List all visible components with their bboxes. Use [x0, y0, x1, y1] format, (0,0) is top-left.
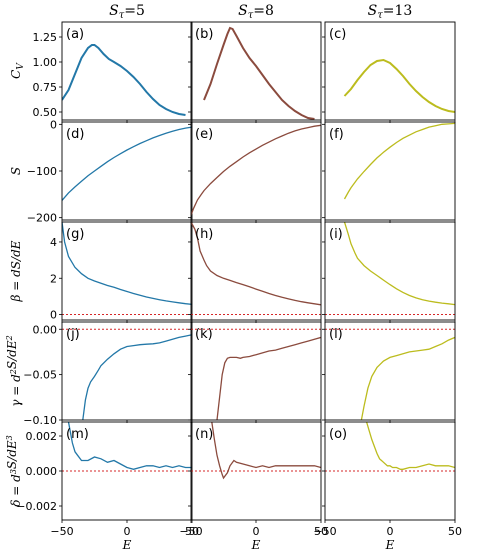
- y-tick-label: 0.00: [33, 323, 58, 336]
- panel-label: (e): [195, 127, 213, 142]
- series-line: [216, 336, 321, 420]
- series-line: [365, 422, 455, 470]
- panel-label: (b): [195, 27, 213, 42]
- y-tick-label: 0.000: [26, 465, 58, 478]
- panel-label: (g): [66, 227, 84, 242]
- panel-label: (h): [195, 227, 213, 242]
- x-tick-label: 0: [253, 525, 260, 538]
- series-line: [343, 122, 455, 200]
- y-tick-label: −100: [27, 165, 57, 178]
- column-title: Sτ=5: [109, 3, 145, 21]
- series-line: [211, 422, 321, 480]
- series-line: [343, 222, 455, 306]
- y-tick-label: 2: [50, 272, 57, 285]
- series-line: [62, 222, 192, 306]
- y-tick-label: 4: [50, 236, 57, 249]
- y-tick-label: 0: [50, 309, 57, 322]
- x-tick-label: −50: [50, 525, 73, 538]
- x-tick-label: −50: [313, 525, 336, 538]
- y-axis-label: β = dS/dE: [9, 240, 23, 302]
- column-title: Sτ=8: [238, 3, 274, 21]
- y-tick-label: 0.75: [33, 81, 58, 94]
- series-line: [67, 422, 192, 470]
- series-line: [82, 334, 192, 420]
- x-tick-label: 0: [124, 525, 131, 538]
- y-axis-label: γ = d2S/dE2: [5, 335, 23, 406]
- panel-label: (o): [329, 427, 347, 442]
- y-axis-label: δ = d3S/dE3: [5, 435, 23, 507]
- y-tick-label: −0.05: [23, 369, 57, 382]
- panel-label: (m): [66, 427, 89, 442]
- panel-frame: [324, 221, 456, 321]
- panel-label: (i): [329, 227, 343, 242]
- panel-label: (c): [329, 27, 346, 42]
- x-tick-label: −50: [179, 525, 202, 538]
- y-tick-label: 0: [50, 118, 57, 131]
- column-title: Sτ=13: [368, 3, 413, 21]
- y-axis-label: S: [9, 167, 23, 175]
- series-line: [360, 336, 455, 420]
- panel-label: (a): [66, 27, 84, 42]
- series-line: [62, 44, 186, 116]
- x-tick-label: 50: [185, 525, 199, 538]
- y-axis-label: CV: [9, 62, 26, 79]
- x-axis-label: E: [251, 538, 261, 550]
- series-line: [343, 58, 455, 113]
- y-tick-label: −0.10: [23, 414, 57, 427]
- x-tick-label: 0: [387, 525, 394, 538]
- panel-label: (l): [329, 327, 343, 342]
- panel-label: (d): [66, 127, 84, 142]
- y-tick-label: 0.50: [33, 106, 58, 119]
- panel-label: (f): [329, 127, 344, 142]
- y-tick-label: −200: [27, 212, 57, 225]
- x-axis-label: E: [122, 538, 132, 550]
- series-line: [191, 222, 321, 306]
- series-line: [62, 126, 192, 201]
- panel-label: (j): [66, 327, 80, 342]
- y-tick-label: −0.002: [16, 500, 57, 513]
- x-tick-label: 50: [448, 525, 462, 538]
- panel-frame: [61, 321, 193, 421]
- panel-frame: [324, 321, 456, 421]
- series-line: [203, 26, 315, 120]
- x-tick-label: 50: [314, 525, 328, 538]
- x-axis-label: E: [385, 538, 395, 550]
- panel-frame: [324, 121, 456, 221]
- y-tick-label: 0.002: [26, 430, 58, 443]
- y-tick-label: 1.25: [33, 31, 58, 44]
- panel-label: (n): [195, 427, 213, 442]
- panel-label: (k): [195, 327, 213, 342]
- series-line: [191, 124, 321, 216]
- y-tick-label: 1.00: [33, 56, 58, 69]
